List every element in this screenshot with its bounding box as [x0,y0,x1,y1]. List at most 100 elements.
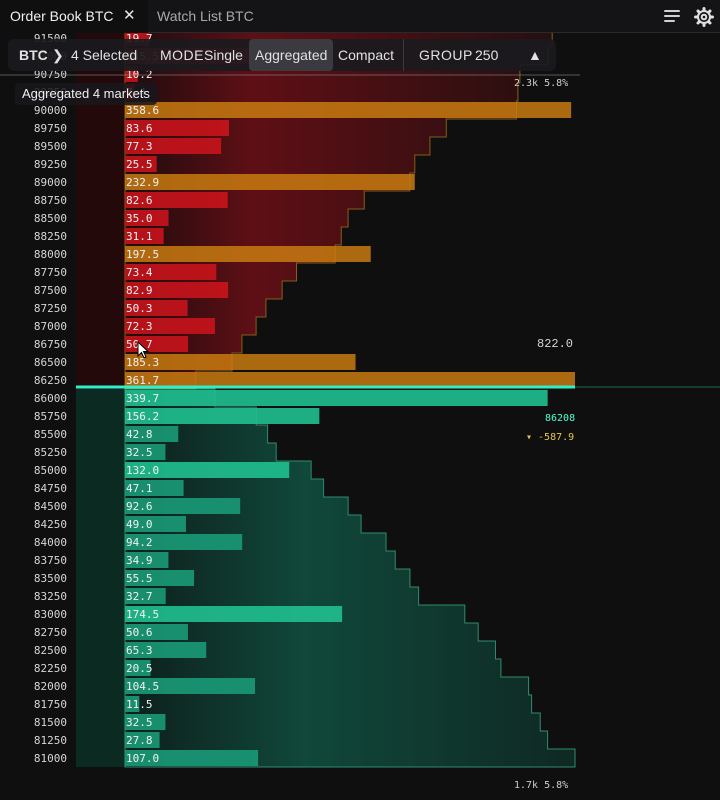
mode-aggregated-button[interactable]: Aggregated [249,39,334,71]
size-label: 72.3 [126,320,153,333]
ask-level-bar [125,300,188,316]
price-level-label: 86750 [34,338,67,351]
price-level-label: 81000 [34,752,67,765]
size-label: 32.5 [126,446,153,459]
size-label: 156.2 [126,410,159,423]
mode-compact-button[interactable]: Compact [338,47,395,63]
price-level-label: 85750 [34,410,67,423]
ask-level-bar [125,174,415,190]
ask-level-bar [125,372,575,388]
ask-level-bar [125,354,356,370]
ask-level-bar [125,156,157,172]
price-level-label: 81750 [34,698,67,711]
bid-level-bar [125,516,186,532]
ask-level-bar [125,246,371,262]
group-stepper-icon[interactable]: ▲ [528,47,542,63]
tab-label: Order Book BTC [10,8,114,24]
ask-level-bar [125,192,228,208]
size-label: 32.5 [126,716,153,729]
size-label: 31.1 [126,230,153,243]
ask-level-bar [125,318,215,334]
size-label: 65.3 [126,644,153,657]
price-level-label: 88500 [34,212,67,225]
price-level-label: 84500 [34,500,67,513]
price-level-label: 88750 [34,194,67,207]
size-label: 49.0 [126,518,153,531]
price-level-label: 83000 [34,608,67,621]
size-label: 20.5 [126,662,153,675]
size-label: 73.4 [126,266,153,279]
ask-level-bar [125,120,230,136]
price-level-label: 83250 [34,590,67,603]
price-level-label: 89500 [34,140,67,153]
close-icon[interactable]: ✕ [123,7,136,24]
bid-level-bar [125,624,188,640]
price-level-label: 82500 [34,644,67,657]
price-level-label: 82750 [34,626,67,639]
menu-icon[interactable] [664,8,682,24]
size-label: 32.7 [126,590,153,603]
ask-level-bar [125,210,169,226]
size-label: 42.8 [126,428,153,441]
bid-level-bar [125,750,259,766]
hover-value-label: 822.0 [537,337,574,351]
bid-level-bar [125,606,343,622]
ask-level-bar [125,282,229,298]
bid-depth-label: 1.7k 5.8% [514,780,569,791]
tab-watch-list[interactable]: Watch List BTC [157,8,254,24]
last-price-badge: 86208 [545,413,576,424]
mode-label: MODE [160,47,204,63]
size-label: 197.5 [126,248,159,261]
ask-depth-label: 2.3k 5.8% [514,78,569,89]
size-label: 185.3 [126,356,159,369]
size-label: 11.5 [126,698,153,711]
size-label: 107.0 [126,752,159,765]
symbol-selector[interactable]: BTC [19,47,48,63]
price-level-label: 85500 [34,428,67,441]
bid-level-bar [125,462,290,478]
chevron-right-icon: ❯ [52,47,64,63]
price-level-label: 81500 [34,716,67,729]
bid-level-bar [125,408,320,424]
size-label: 92.6 [126,500,153,513]
price-level-label: 83750 [34,554,67,567]
bid-heat-column [76,389,125,767]
bid-level-bar [125,534,243,550]
order-book-chart[interactable]: 9150019.791000145.59075010.2902507.49000… [0,33,720,800]
size-label: 104.5 [126,680,159,693]
price-level-label: 86500 [34,356,67,369]
ask-level-bar [125,138,222,154]
gear-icon[interactable] [694,7,714,27]
bid-level-bar [125,444,166,460]
tab-bar: Order Book BTC ✕ Watch List BTC [0,0,720,33]
toolbar-divider [403,39,404,71]
price-level-label: 86000 [34,392,67,405]
bid-level-bar [125,498,241,514]
size-label: 55.5 [126,572,153,585]
bid-level-bar [125,426,179,442]
size-label: 25.5 [126,158,153,171]
tab-order-book[interactable]: Order Book BTC ✕ [0,0,148,33]
size-label: 50.3 [126,302,153,315]
bid-level-bar [125,678,256,694]
size-label: 174.5 [126,608,159,621]
size-label: 35.0 [126,212,153,225]
price-level-label: 89250 [34,158,67,171]
size-label: 82.9 [126,284,153,297]
size-label: 77.3 [126,140,153,153]
price-level-label: 81250 [34,734,67,747]
bid-level-bar [125,570,195,586]
size-label: 82.6 [126,194,153,207]
price-level-label: 87250 [34,302,67,315]
group-label: GROUP [419,47,473,63]
ask-level-bar [125,228,164,244]
bid-cumulative-area [124,388,576,768]
size-label: 34.9 [126,554,153,567]
bid-level-bar [125,660,151,676]
size-label: 132.0 [126,464,159,477]
group-size-input[interactable]: 250 [475,47,499,63]
price-level-label: 82000 [34,680,67,693]
markets-selected-button[interactable]: 4 Selected [71,47,138,63]
price-level-label: 87500 [34,284,67,297]
mode-single-button[interactable]: Single [204,47,243,63]
